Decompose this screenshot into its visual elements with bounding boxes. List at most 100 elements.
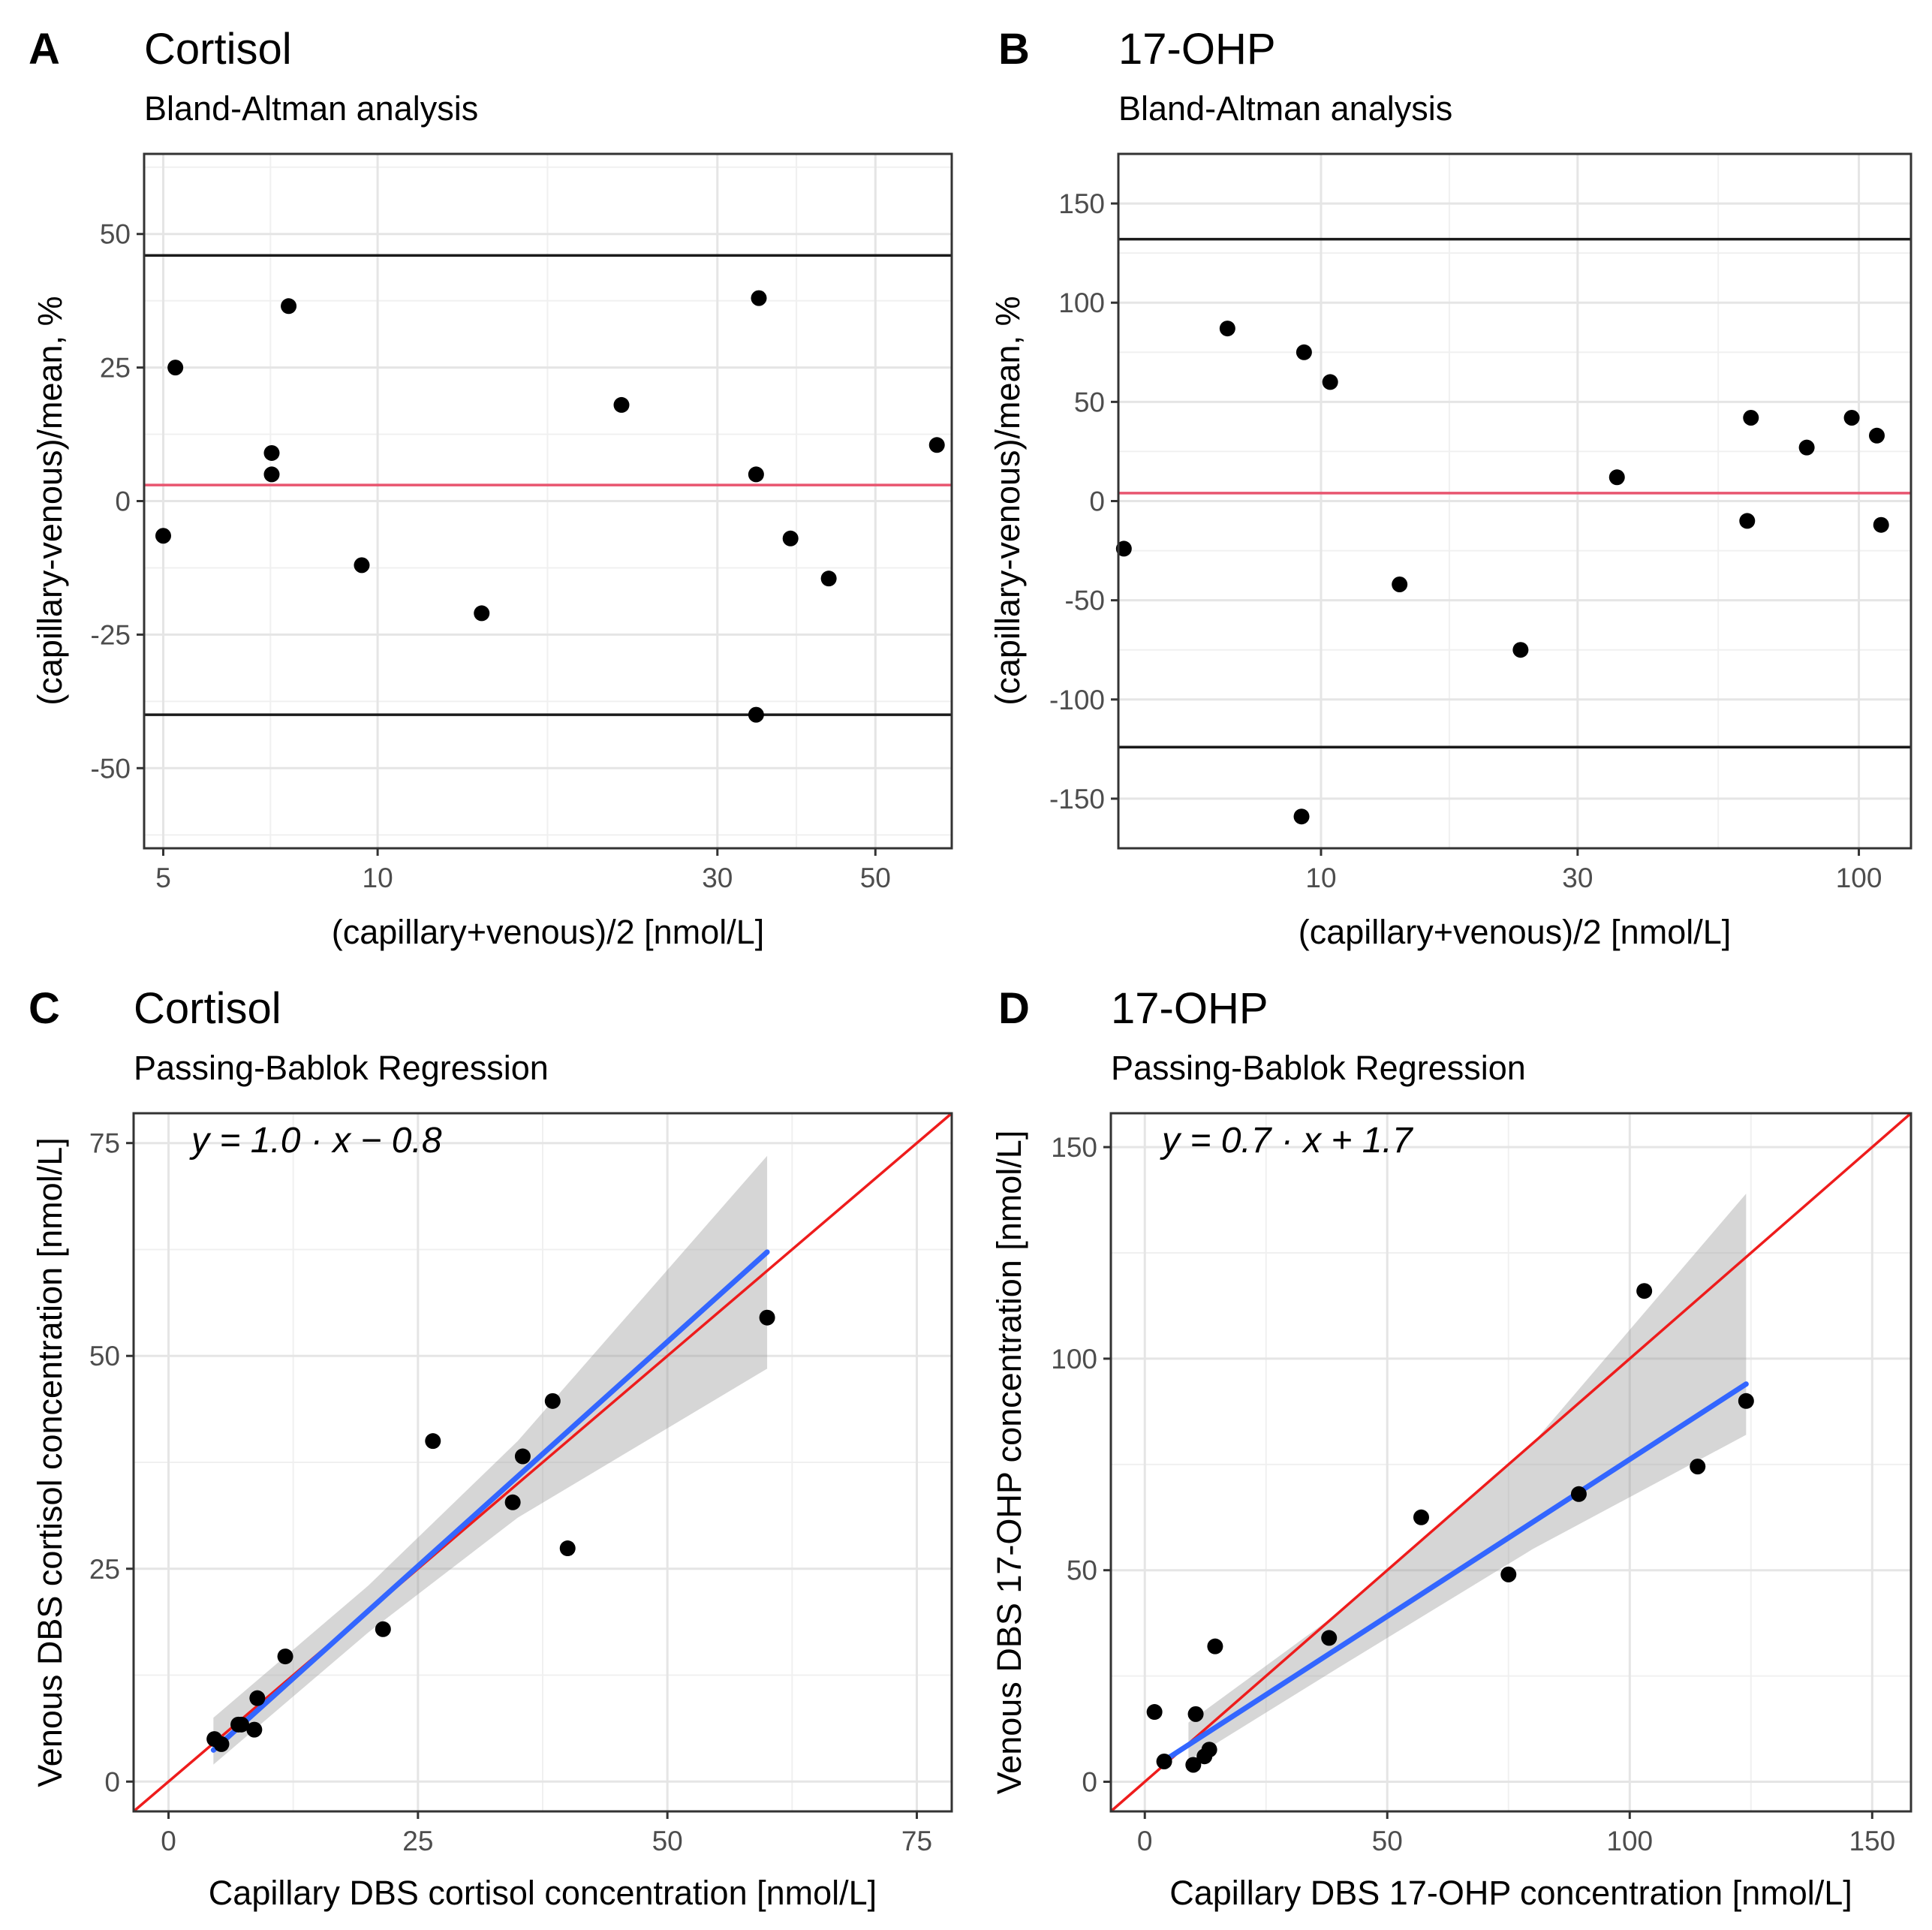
panel-a-data-point xyxy=(155,528,171,544)
panel-a-y-tick-label: 0 xyxy=(115,486,131,517)
panel-c-y-tick-label: 25 xyxy=(89,1554,120,1585)
panel-d-data-point xyxy=(1185,1757,1202,1773)
panel-a-title: Cortisol xyxy=(144,25,292,74)
panel-d-y-tick-label: 50 xyxy=(1067,1555,1097,1586)
panel-label-d: D xyxy=(998,984,1030,1033)
panel-d-plot-border xyxy=(1109,1112,1912,1813)
panel-d-data-point xyxy=(1321,1630,1338,1646)
panel-d-y-tick-label: 100 xyxy=(1051,1344,1097,1374)
panel-c-points xyxy=(206,1309,775,1752)
panel-c-data-point xyxy=(277,1648,293,1665)
panel-b: 17-OHP Bland-Altman analysis -150 -100 -50… xyxy=(989,25,1912,951)
panel-c-data-point xyxy=(544,1393,561,1409)
panel-c-y-tick-label: 75 xyxy=(89,1128,120,1159)
panel-b-x-tick-label: 10 xyxy=(1305,863,1336,893)
panel-d-x-tick-label: 0 xyxy=(1137,1826,1153,1856)
panel-a-data-point xyxy=(263,444,280,461)
panel-d-x-axis-label: Capillary DBS 17-OHP concentration [nmol… xyxy=(1169,1874,1852,1912)
panel-a-subtitle: Bland-Altman analysis xyxy=(144,89,478,128)
panel-c-grid xyxy=(134,1113,952,1811)
panel-d-data-point xyxy=(1690,1459,1706,1475)
panel-c-data-point xyxy=(249,1690,266,1706)
panel-d-data-point xyxy=(1413,1509,1429,1525)
panel-b-x-tick-label: 100 xyxy=(1836,863,1882,893)
panel-d-y-tick-label: 0 xyxy=(1082,1767,1097,1798)
panel-a-data-point xyxy=(613,396,630,413)
panel-a-data-point xyxy=(782,530,799,546)
panel-label-c: C xyxy=(29,984,60,1033)
panel-d-subtitle: Passing-Bablok Regression xyxy=(1111,1049,1526,1087)
panel-b-x-axis-label: (capillary+venous)/2 [nmol/L] xyxy=(1299,913,1732,951)
panel-a-grid xyxy=(144,154,952,848)
panel-b-grid xyxy=(1118,154,1911,848)
panel-a-data-point xyxy=(167,360,184,376)
panel-d-lines xyxy=(1109,1112,1912,1813)
panel-d-identity-line xyxy=(1109,1112,1912,1813)
panel-a-data-point xyxy=(748,466,764,483)
panel-d-data-point xyxy=(1201,1742,1217,1758)
panel-b-points xyxy=(1115,321,1889,825)
panel-b-y-tick-label: -150 xyxy=(1049,784,1105,814)
panel-a-x-tick-label: 10 xyxy=(363,863,393,893)
panel-c-data-point xyxy=(759,1309,775,1326)
panel-b-data-point xyxy=(1296,344,1312,360)
panel-d-regression-line xyxy=(1161,1381,1749,1763)
panel-c-regression-line xyxy=(210,1249,770,1753)
panel-d-title: 17-OHP xyxy=(1111,984,1268,1033)
panel-d-x-tick-label: 100 xyxy=(1606,1826,1653,1856)
panel-d-points xyxy=(1146,1283,1754,1773)
panel-c-data-point xyxy=(246,1721,263,1738)
panel-d-data-point xyxy=(1636,1283,1653,1299)
panel-b-data-point xyxy=(1798,439,1815,456)
panel-d-x-tick-label: 50 xyxy=(1372,1826,1403,1856)
panel-d-data-point xyxy=(1187,1706,1204,1722)
panel-b-data-point xyxy=(1869,427,1885,444)
panel-a-x-tick-label: 30 xyxy=(702,863,733,893)
panel-d-data-point xyxy=(1146,1704,1163,1721)
panel-b-data-point xyxy=(1512,642,1529,658)
panel-a: Cortisol Bland-Altman analysis -50 -25 0 25… xyxy=(31,25,953,951)
panel-a-y-tick-label: -25 xyxy=(91,619,131,650)
panel-a-y-tick-label: 50 xyxy=(100,219,131,250)
panel-c-x-tick-label: 75 xyxy=(901,1826,932,1856)
panel-a-y-axis-label: (capillary-venous)/mean, % xyxy=(31,296,69,705)
panel-b-data-point xyxy=(1219,321,1235,337)
panel-a-data-point xyxy=(354,557,370,574)
panel-c-x-tick-label: 50 xyxy=(652,1826,683,1856)
panel-a-hlines xyxy=(144,254,952,716)
panel-b-data-point xyxy=(1873,516,1889,533)
panel-d-equation: y = 0.7 · x + 1.7 xyxy=(1160,1121,1414,1161)
panel-b-data-point xyxy=(1608,469,1625,486)
panel-c-data-point xyxy=(425,1433,441,1450)
panel-c-lines xyxy=(132,1112,953,1813)
panel-d-data-point xyxy=(1738,1393,1754,1409)
panel-d: 17-OHP Passing-Bablok Regression y = 0.7… xyxy=(990,984,1912,1912)
panel-c: Cortisol Passing-Bablok Regression y = 1… xyxy=(31,984,953,1912)
panel-d-data-point xyxy=(1207,1638,1223,1655)
panel-b-data-point xyxy=(1322,374,1338,390)
panel-c-band xyxy=(213,1155,768,1765)
panel-b-title: 17-OHP xyxy=(1118,25,1276,74)
panel-c-confidence-band xyxy=(213,1155,768,1765)
panel-a-y-tick-label: -50 xyxy=(91,753,131,784)
panel-c-ticks: 0 25 50 75 0 25 50 75 xyxy=(89,1128,932,1856)
panel-c-data-point xyxy=(559,1540,576,1557)
panel-d-ticks: 0 50 100 150 0 50 100 150 xyxy=(1051,1132,1895,1856)
panel-c-y-tick-label: 0 xyxy=(104,1766,120,1797)
panel-b-y-axis-label: (capillary-venous)/mean, % xyxy=(989,296,1027,705)
panel-d-band xyxy=(1188,1194,1747,1761)
panel-d-x-tick-label: 150 xyxy=(1849,1826,1895,1856)
panel-a-x-tick-label: 5 xyxy=(155,863,171,893)
panel-label-a: A xyxy=(29,25,60,74)
panel-b-data-point xyxy=(1843,410,1860,426)
panel-d-data-point xyxy=(1570,1486,1587,1502)
panel-b-data-point xyxy=(1293,808,1310,825)
panel-a-points xyxy=(155,290,945,723)
panel-d-y-tick-label: 150 xyxy=(1051,1132,1097,1163)
panel-c-equation: y = 1.0 · x − 0.8 xyxy=(189,1121,442,1161)
panel-a-x-axis-label: (capillary+venous)/2 [nmol/L] xyxy=(332,913,765,951)
panel-a-y-tick-label: 25 xyxy=(100,353,131,384)
panel-b-data-point xyxy=(1392,577,1408,592)
panel-a-data-point xyxy=(751,290,767,306)
